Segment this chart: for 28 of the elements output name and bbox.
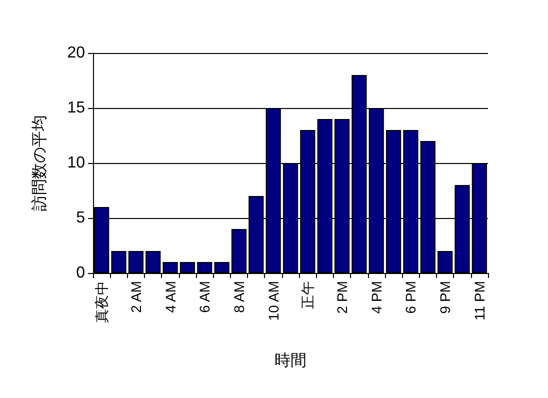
x-tick-label: 6 PM — [402, 281, 419, 314]
bar — [146, 251, 161, 273]
x-tick-label: 6 AM — [196, 281, 213, 313]
bar — [438, 251, 453, 273]
y-axis-title: 訪問数の平均 — [30, 115, 48, 211]
x-tick-label: 2 AM — [128, 281, 144, 313]
bar — [180, 262, 196, 273]
y-tick-label: 15 — [67, 100, 86, 116]
x-tick-label: 4 AM — [162, 281, 178, 313]
x-tick-label: 9 PM — [437, 281, 454, 314]
bar — [214, 262, 230, 273]
bar — [111, 251, 126, 273]
bar — [231, 229, 247, 273]
y-tick-label: 20 — [67, 44, 86, 62]
x-tick-label: 8 AM — [230, 281, 247, 313]
x-tick-label: 10 AM — [265, 281, 282, 321]
x-tick-label: 真夜中 — [94, 281, 110, 323]
x-tick-label: 2 PM — [334, 281, 350, 314]
x-tick-label: 4 PM — [368, 281, 384, 314]
bar — [128, 251, 144, 273]
bar — [197, 262, 212, 273]
y-tick-label: 10 — [67, 154, 86, 172]
x-axis-title: 時間 — [274, 352, 306, 370]
x-tick-label: 正午 — [300, 281, 316, 309]
bar — [162, 262, 178, 273]
x-tick-label: 11 PM — [471, 281, 488, 320]
y-tick-label: 5 — [76, 210, 86, 226]
y-tick-label: 0 — [76, 264, 86, 282]
